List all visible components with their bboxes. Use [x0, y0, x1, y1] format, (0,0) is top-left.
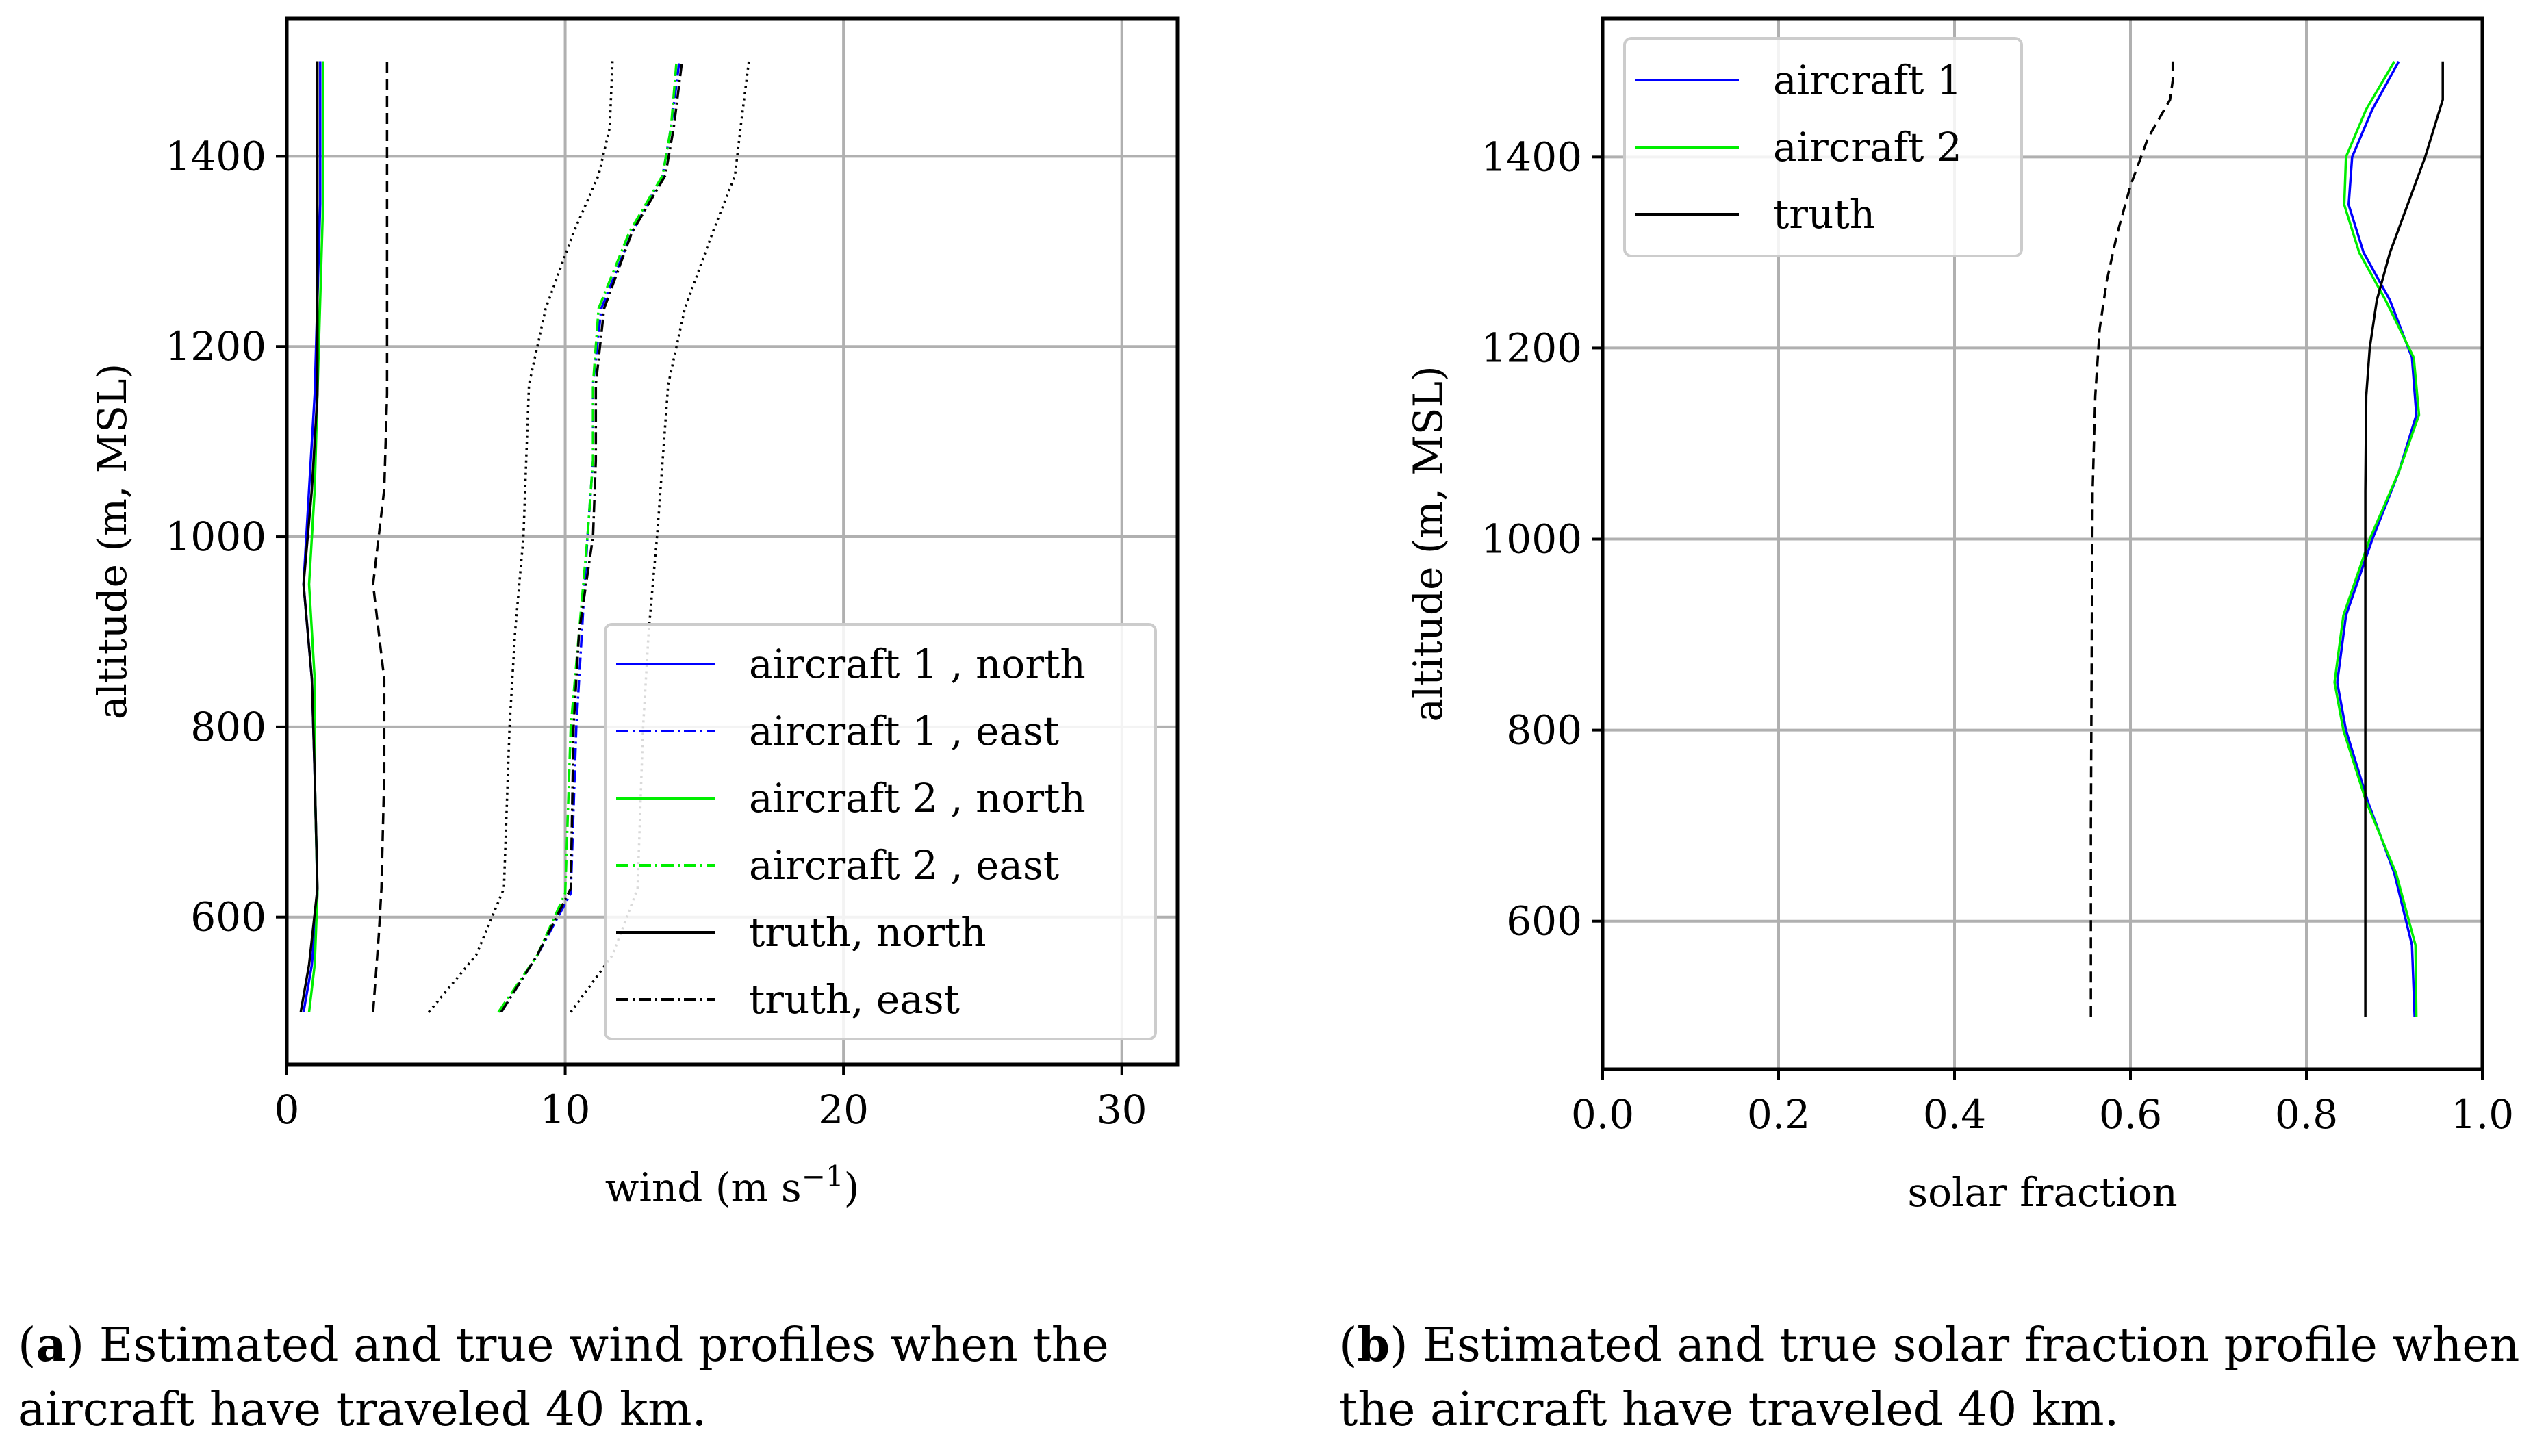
y-tick-label-4: 1400: [165, 133, 266, 179]
series-line-a-6: [372, 61, 389, 1012]
y-tick-label-1: 800: [1506, 707, 1582, 754]
legend-label-a-3: aircraft 2 , east: [749, 842, 1059, 889]
caption-a-text: ) Estimated and true wind profiles when …: [18, 1318, 1109, 1437]
y-tick-label-2: 1000: [165, 513, 266, 560]
x-tick-label-0: 0.0: [1571, 1091, 1634, 1138]
legend-label-b-0: aircraft 1: [1773, 57, 1962, 103]
series-line-a-3: [497, 61, 678, 1013]
y-axis-label-b: altitude (m, MSL): [1405, 366, 1451, 721]
x-tick-label-1: 0.2: [1747, 1091, 1810, 1138]
x-axis-label-b: solar fraction: [1907, 1169, 2177, 1216]
x-tick-label-0: 0: [275, 1086, 300, 1133]
legend-label-a-5: truth, east: [749, 976, 960, 1023]
y-tick-label-2: 1000: [1481, 516, 1582, 563]
legend-label-b-1: aircraft 2: [1773, 124, 1962, 170]
legend-label-a-0: aircraft 1 , north: [749, 641, 1086, 687]
series-line-b-2: [2364, 61, 2444, 1017]
y-axis-label-a: altitude (m, MSL): [89, 363, 136, 719]
caption-b-text: ) Estimated and true solar fraction prof…: [1339, 1318, 2520, 1437]
plot-frame-a: [285, 16, 1180, 1067]
y-tick-label-3: 1200: [1481, 324, 1582, 371]
caption-a: (a) Estimated and true wind profiles whe…: [18, 1318, 1109, 1437]
legend-label-b-2: truth: [1773, 191, 1875, 238]
y-tick-label-0: 600: [190, 894, 266, 941]
legend-label-a-1: aircraft 1 , east: [749, 708, 1059, 754]
series-line-a-5: [500, 61, 684, 1013]
x-axis-label-a: wind (m s−1): [605, 1160, 860, 1211]
x-tick-label-2: 0.4: [1923, 1091, 1986, 1138]
plot-frame-b: [1601, 16, 2484, 1071]
legend-label-a-4: truth, north: [749, 909, 987, 956]
x-tick-label-5: 1.0: [2451, 1091, 2514, 1138]
chart-b-solar-fraction: 0.0 0.2 0.4 0.6 0.8 1.0 600 800 1000 1200 1400 sola…: [1405, 16, 2514, 1216]
series-line-b-3: [2089, 61, 2174, 1017]
series-line-b-1: [2333, 60, 2421, 1017]
chart-a-wind-profiles: 0 10 20 30 600 800 1000 1200 1400 wind (m s−1) alt…: [89, 16, 1180, 1211]
y-tick-label-1: 800: [190, 704, 266, 750]
caption-b-label: b: [1357, 1318, 1390, 1372]
caption-a-label: a: [36, 1318, 66, 1372]
x-tick-label-2: 20: [818, 1086, 869, 1133]
legend-box-a: [604, 623, 1157, 1040]
caption-b: (b) Estimated and true solar fraction pr…: [1339, 1318, 2520, 1437]
x-tick-label-3: 30: [1097, 1086, 1147, 1133]
x-tick-label-3: 0.6: [2099, 1091, 2162, 1138]
y-tick-label-0: 600: [1506, 898, 1582, 945]
legend-label-a-2: aircraft 2 , north: [749, 775, 1086, 821]
y-tick-label-4: 1400: [1481, 133, 1582, 180]
x-tick-label-1: 10: [540, 1086, 591, 1133]
y-tick-label-3: 1200: [165, 323, 266, 370]
legend-box-b: [1623, 37, 2023, 257]
series-line-a-7: [427, 61, 614, 1013]
series-line-a-4: [299, 61, 319, 1012]
x-tick-label-4: 0.8: [2275, 1091, 2338, 1138]
